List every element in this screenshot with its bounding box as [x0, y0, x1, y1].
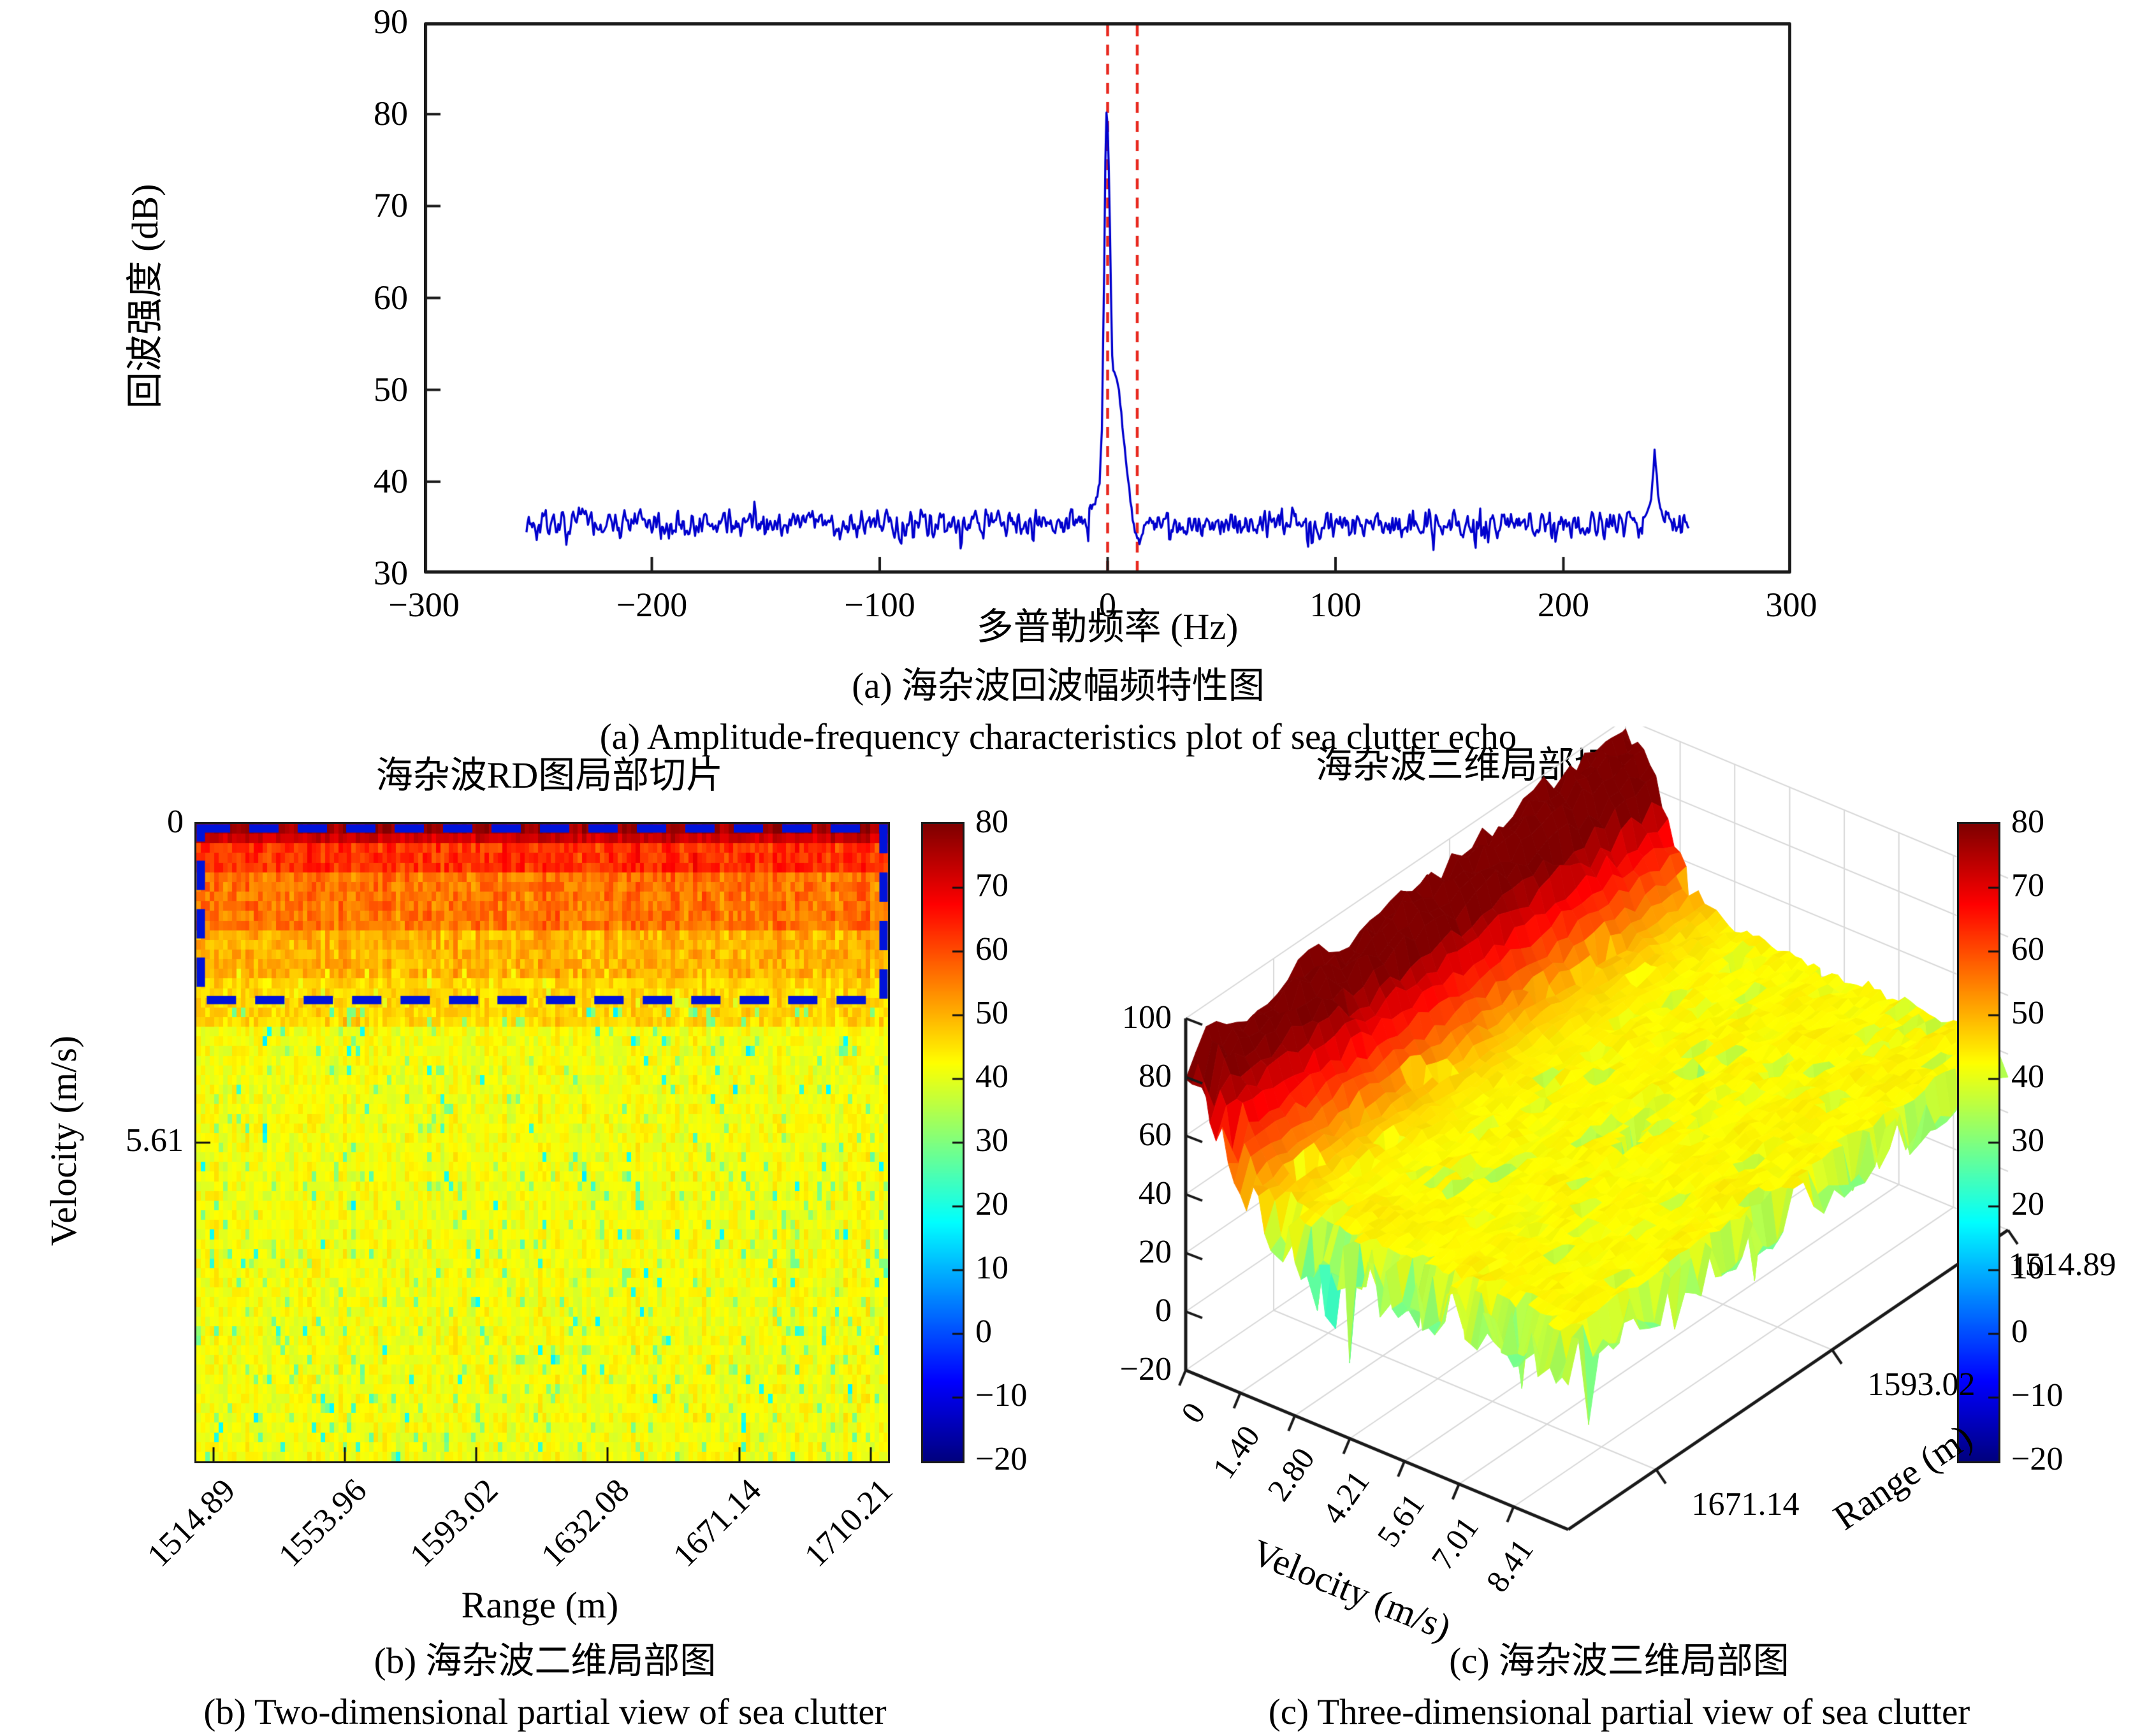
panel-b-caption-en: (b) Two-dimensional partial view of sea …: [203, 1692, 887, 1732]
panel-c-ztick-label: 20: [1139, 1234, 1172, 1270]
panel-a-ytick-label: 70: [374, 186, 408, 225]
panel-c-colorbar-label: 80: [2011, 804, 2044, 840]
panel-b-xtick-label: 1710.21: [797, 1472, 900, 1574]
panel-a-caption-cn: (a) 海杂波回波幅频特性图: [852, 666, 1265, 706]
panel-b-ytick-label: 0: [167, 804, 184, 840]
panel-c-colorbar-label: 60: [2011, 931, 2044, 967]
panel-c-rtick-label: 1671.14: [1691, 1486, 1800, 1523]
panel-b-xlabel: Range (m): [461, 1584, 619, 1626]
panel-c-colorbar-label: 70: [2011, 867, 2044, 904]
panel-c-caption-en: (c) Three-dimensional partial view of se…: [1268, 1692, 1970, 1732]
panel-b-xtick-label: 1671.14: [666, 1472, 769, 1574]
panel-c-colorbar-label: −20: [2011, 1441, 2064, 1477]
panel-c-colorbar-label: 20: [2011, 1186, 2044, 1222]
panel-a-xtick-label: −200: [616, 586, 688, 624]
panel-a-ytick-label: 40: [374, 461, 408, 500]
panel-a-xtick-label: 200: [1538, 586, 1589, 624]
rd-map-heatmap-canvas: [194, 822, 890, 1463]
panel-b-caption-cn: (b) 海杂波二维局部图: [374, 1641, 717, 1681]
panel-a-ytick-label: 80: [374, 94, 408, 133]
panel-a-ytick-label: 60: [374, 278, 408, 317]
panel-c-colorbar-label: 40: [2011, 1059, 2044, 1095]
panel-c-ztick-label: 0: [1155, 1292, 1172, 1329]
amplitude-frequency-plot-canvas: [424, 22, 1791, 574]
panel-a-ylabel: 回波强度 (dB): [124, 184, 166, 409]
panel-c-ztick-label: 80: [1139, 1058, 1172, 1094]
panel-b-colorbar-label: 0: [975, 1313, 992, 1350]
panel-b-ytick-label: 5.61: [126, 1122, 184, 1159]
panel-b-colorbar-label: 60: [975, 931, 1008, 967]
panel-b-colorbar: [921, 822, 965, 1463]
panel-b-colorbar-label: 20: [975, 1186, 1008, 1222]
panel-a-ytick-label: 90: [374, 3, 408, 41]
panel-c-colorbar-label: 50: [2011, 995, 2044, 1031]
panel-b-colorbar-label: −10: [975, 1377, 1028, 1414]
panel-c-colorbar-label: −10: [2011, 1377, 2064, 1414]
panel-a-ytick-label: 50: [374, 370, 408, 409]
panel-c-ztick-label: 60: [1139, 1117, 1172, 1153]
panel-c-rtick-label: 1593.02: [1867, 1366, 1976, 1403]
panel-c-caption-cn: (c) 海杂波三维局部图: [1449, 1641, 1789, 1681]
panel-a-ytick-label: 30: [374, 554, 408, 593]
panel-b-colorbar-label: 50: [975, 995, 1008, 1031]
panel-c-rtick-label: 1514.89: [2008, 1247, 2116, 1284]
panel-a-xtick-label: 0: [1099, 586, 1116, 624]
panel-b-colorbar-label: 80: [975, 804, 1008, 840]
surface-3d-canvas: [1033, 727, 2133, 1593]
panel-b-colorbar-label: 70: [975, 867, 1008, 904]
panel-c-colorbar-label: 10: [2011, 1250, 2044, 1286]
panel-b-xtick-label: 1632.08: [534, 1472, 637, 1574]
panel-b-colorbar-label: 40: [975, 1059, 1008, 1095]
panel-a-xtick-label: −300: [388, 586, 460, 624]
panel-b-title: 海杂波RD图局部切片: [375, 755, 724, 796]
panel-c-ztick-label: 100: [1122, 999, 1172, 1036]
panel-c-colorbar: [1957, 822, 2000, 1463]
panel-b-colorbar-label: 10: [975, 1250, 1008, 1286]
panel-b-xtick-label: 1593.02: [403, 1472, 506, 1574]
panel-b-xtick-label: 1514.89: [140, 1472, 243, 1574]
panel-a-xlabel: 多普勒频率 (Hz): [976, 606, 1239, 647]
panel-c-ztick-label: −20: [1119, 1351, 1172, 1387]
panel-c-colorbar-label: 0: [2011, 1313, 2028, 1350]
panel-b-colorbar-label: 30: [975, 1122, 1008, 1159]
panel-b-ylabel: Velocity (m/s): [43, 1035, 84, 1247]
panel-a-xtick-label: 300: [1765, 586, 1817, 624]
panel-c-ztick-label: 40: [1139, 1175, 1172, 1212]
panel-c-colorbar-label: 30: [2011, 1122, 2044, 1159]
panel-b-xtick-label: 1553.96: [272, 1472, 374, 1574]
panel-a-xtick-label: 100: [1309, 586, 1362, 624]
panel-b-colorbar-label: −20: [975, 1441, 1028, 1477]
panel-a-xtick-label: −100: [844, 586, 915, 624]
